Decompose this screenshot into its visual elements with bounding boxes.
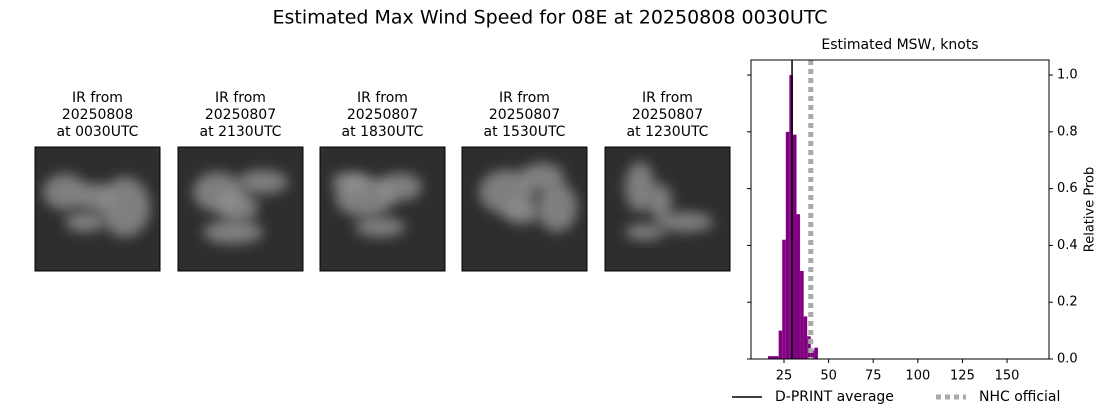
plot-frame <box>750 59 1050 360</box>
cloud <box>504 200 540 224</box>
cloud <box>43 174 87 210</box>
bar <box>814 347 818 359</box>
bar <box>810 350 815 359</box>
image-caption: IR from <box>72 90 123 106</box>
image-caption: at 0030UTC <box>57 124 139 140</box>
y-tick-label: 1.0 <box>1057 68 1078 83</box>
y-tick-label: 0.2 <box>1057 295 1078 310</box>
cloud <box>625 224 665 240</box>
bar <box>792 134 797 359</box>
image-frame <box>604 146 731 272</box>
image-caption: 20250807 <box>489 107 560 123</box>
ir-content <box>462 147 587 271</box>
x-tick-label: 50 <box>820 369 837 384</box>
image-frame <box>34 146 161 272</box>
cloud <box>238 170 288 194</box>
cloud <box>657 212 713 232</box>
ir-image <box>34 146 161 272</box>
image-caption: at 1830UTC <box>342 124 424 140</box>
x-tick-label: 25 <box>776 369 793 384</box>
ir-image <box>604 146 731 272</box>
bar <box>796 214 801 359</box>
bar <box>803 316 808 359</box>
cloud <box>65 212 105 232</box>
y-axis-label: Relative Prob <box>1083 167 1098 252</box>
cloud <box>648 184 672 220</box>
y-tick-label: 0.0 <box>1057 352 1078 367</box>
cloud <box>355 217 405 237</box>
cloud <box>332 172 368 192</box>
legend-label: NHC official <box>979 389 1060 405</box>
image-caption: at 1530UTC <box>484 124 566 140</box>
cloud <box>218 192 258 222</box>
ir-content <box>178 147 303 271</box>
y-tick-label: 0.8 <box>1057 124 1078 139</box>
cloud <box>100 177 150 237</box>
bar <box>767 356 772 359</box>
ir-image <box>319 146 446 272</box>
chart-title: Estimated MSW, knots <box>821 37 978 53</box>
image-caption: at 1230UTC <box>627 124 709 140</box>
cloud <box>625 162 655 212</box>
bar <box>807 336 811 359</box>
image-caption: 20250807 <box>632 107 703 123</box>
bar <box>771 356 776 359</box>
figure-title: Estimated Max Wind Speed for 08E at 2025… <box>272 7 827 29</box>
ir-image <box>177 146 304 272</box>
image-frame <box>319 146 446 272</box>
image-caption: 20250807 <box>347 107 418 123</box>
ir-content <box>605 147 730 271</box>
bar <box>782 239 786 359</box>
x-tick-label: 100 <box>905 369 930 384</box>
legend-label: D-PRINT average <box>775 389 894 405</box>
image-caption: 20250808 <box>62 107 133 123</box>
ir-content <box>320 147 445 271</box>
image-caption: IR from <box>642 90 693 106</box>
image-caption: 20250807 <box>205 107 276 123</box>
bar <box>785 131 790 359</box>
y-tick-label: 0.6 <box>1057 181 1078 196</box>
x-tick-label: 125 <box>950 369 975 384</box>
cloud <box>203 220 263 244</box>
cloud <box>537 182 577 232</box>
image-caption: IR from <box>215 90 266 106</box>
bar <box>789 75 793 360</box>
bar <box>778 330 783 359</box>
cloud <box>378 173 422 201</box>
image-frame <box>177 146 304 272</box>
x-tick-label: 150 <box>995 369 1020 384</box>
ir-content <box>35 147 160 271</box>
bar <box>775 356 779 359</box>
y-tick-label: 0.4 <box>1057 238 1078 253</box>
image-caption: IR from <box>357 90 408 106</box>
image-caption: IR from <box>499 90 550 106</box>
x-tick-label: 75 <box>865 369 882 384</box>
ir-image <box>461 146 588 272</box>
bar <box>800 270 804 359</box>
image-frame <box>461 146 588 272</box>
image-caption: at 2130UTC <box>200 124 282 140</box>
